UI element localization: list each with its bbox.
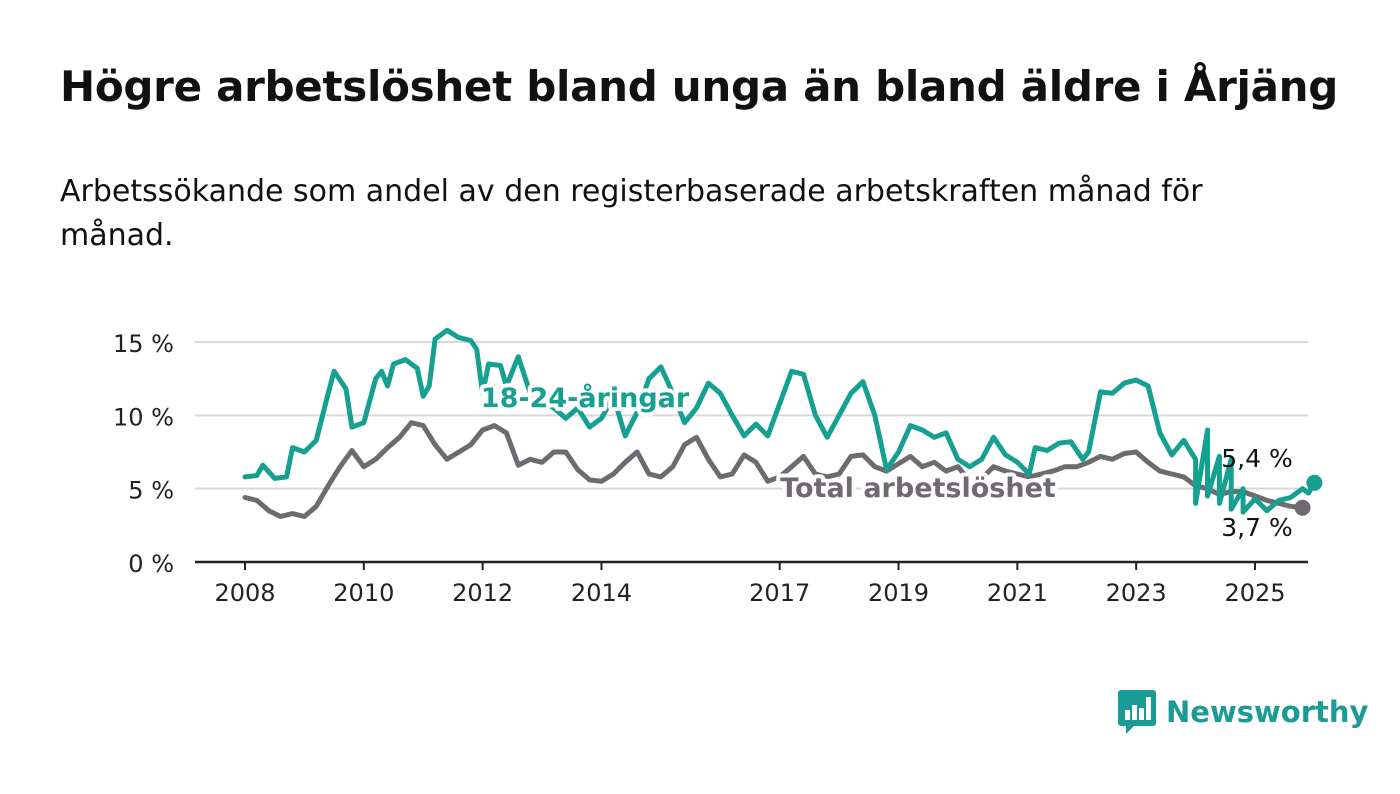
- y-tick-label: 0 %: [128, 550, 174, 578]
- x-tick-label: 2023: [1106, 579, 1167, 607]
- x-axis: 2008 2010 2012 2014 2017 2019 2021 2023 2025: [195, 560, 1308, 607]
- end-point-youth: [1306, 474, 1323, 491]
- series-lines: [242, 327, 1323, 519]
- end-point-total: [1294, 499, 1311, 516]
- series-line-total: [242, 420, 1305, 519]
- series-label-youth-halo: 18-24-åringar: [481, 382, 690, 414]
- end-label-total: 3,7 %: [1221, 513, 1292, 542]
- series-label-youth: 18-24-åringar: [481, 382, 690, 414]
- brand-name: Newsworthy: [1166, 695, 1369, 729]
- x-tick-label: 2021: [987, 579, 1048, 607]
- y-axis: 0 % 5 % 10 % 15 %: [113, 330, 174, 578]
- gridlines: [195, 341, 1308, 490]
- chart-subtitle: Arbetssökande som andel av den registerb…: [60, 174, 1203, 253]
- newsworthy-brand: Newsworthy: [1118, 690, 1368, 734]
- y-tick-label: 15 %: [113, 330, 174, 358]
- newsworthy-logo-icon: [1118, 690, 1156, 734]
- end-label-youth: 5,4 %: [1221, 444, 1292, 473]
- x-tick-label: 2025: [1224, 579, 1285, 607]
- x-tick-label: 2008: [214, 579, 275, 607]
- y-tick-label: 5 %: [128, 477, 174, 505]
- series-line-youth: [242, 327, 1317, 515]
- x-tick-label: 2014: [571, 579, 632, 607]
- x-tick-label: 2010: [333, 579, 394, 607]
- x-tick-label: 2019: [868, 579, 929, 607]
- chart-title: Högre arbetslöshet bland unga än bland ä…: [60, 62, 1339, 111]
- y-tick-label: 10 %: [113, 403, 174, 431]
- series-label-total-halo: Total arbetslöshet: [780, 473, 1056, 504]
- series-label-total: Total arbetslöshet: [780, 473, 1056, 504]
- x-tick-label: 2012: [452, 579, 513, 607]
- x-tick-label: 2017: [749, 579, 810, 607]
